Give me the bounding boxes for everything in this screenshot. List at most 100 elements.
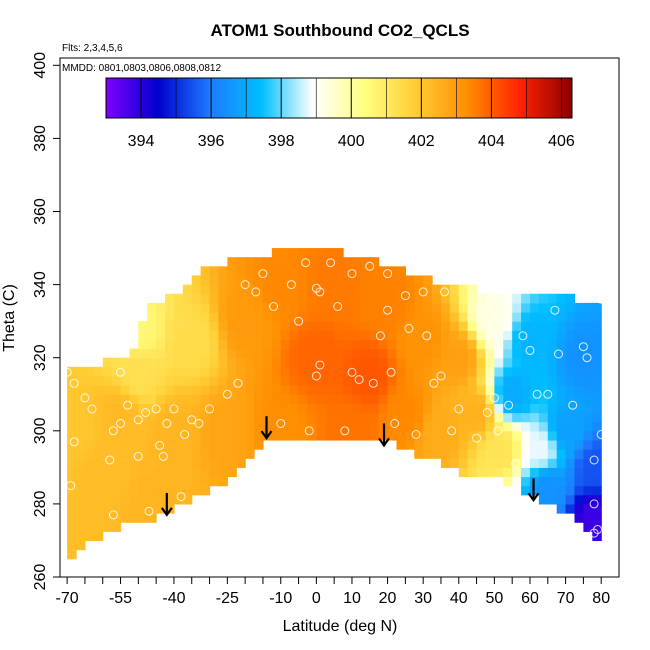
heatmap-cell bbox=[360, 394, 371, 404]
heatmap-cell bbox=[120, 412, 131, 423]
heatmap-cell bbox=[93, 485, 104, 496]
heatmap-cell bbox=[218, 275, 228, 286]
heatmap-cell bbox=[458, 293, 469, 304]
heatmap-cell bbox=[102, 513, 113, 523]
heatmap-cell bbox=[316, 321, 326, 331]
heatmap-cell bbox=[351, 257, 362, 267]
heatmap-cell bbox=[325, 339, 335, 350]
heatmap-cell bbox=[138, 467, 148, 478]
heatmap-cell bbox=[245, 421, 255, 432]
heatmap-cell bbox=[76, 458, 86, 468]
heatmap-cell bbox=[529, 412, 540, 423]
heatmap-cell bbox=[396, 266, 406, 277]
heatmap-cell bbox=[262, 330, 273, 341]
sample-point bbox=[543, 389, 553, 399]
heatmap-cell bbox=[378, 375, 389, 386]
heatmap-cell bbox=[227, 467, 237, 478]
x-tick-label: 40 bbox=[450, 590, 468, 607]
heatmap-cell bbox=[351, 357, 362, 368]
heatmap-cell bbox=[512, 476, 522, 487]
heatmap-cell bbox=[245, 394, 255, 404]
heatmap-cell bbox=[254, 330, 264, 341]
sample-point bbox=[593, 525, 603, 534]
arrow-head bbox=[378, 437, 390, 448]
dates-annotation: MMDD: 0801,0803,0806,0808,0812 bbox=[62, 63, 221, 74]
heatmap-cell bbox=[173, 421, 184, 432]
heatmap-cell bbox=[521, 321, 531, 331]
sample-point bbox=[187, 415, 197, 425]
heatmap-cell bbox=[458, 357, 469, 368]
heatmap-cell bbox=[414, 284, 424, 295]
heatmap-cell bbox=[165, 412, 175, 423]
heatmap-cell bbox=[182, 439, 193, 450]
heatmap-cell bbox=[254, 412, 264, 423]
heatmap-cell bbox=[67, 375, 77, 386]
heatmap-cell bbox=[93, 385, 104, 395]
heatmap-cell bbox=[529, 312, 540, 322]
heatmap-cell bbox=[111, 403, 122, 414]
heatmap-cell bbox=[556, 430, 567, 441]
heatmap-cell bbox=[449, 385, 460, 395]
sample-point bbox=[116, 367, 125, 377]
sample-point bbox=[116, 419, 125, 428]
heatmap-cell bbox=[200, 449, 211, 459]
heatmap-cell bbox=[449, 394, 460, 404]
heatmap-cell bbox=[458, 403, 469, 414]
heatmap-cell bbox=[218, 375, 228, 386]
heatmap-cell bbox=[200, 467, 211, 478]
heatmap-cell bbox=[494, 312, 504, 322]
heatmap-cell bbox=[405, 421, 415, 432]
heatmap-cell bbox=[396, 403, 406, 414]
heatmap-cell bbox=[147, 312, 157, 322]
sample-point bbox=[141, 408, 150, 417]
heatmap-cell bbox=[547, 330, 558, 341]
heatmap-cell bbox=[298, 266, 309, 277]
heatmap-cell bbox=[227, 458, 237, 468]
heatmap-cell bbox=[218, 312, 228, 322]
heatmap-cell bbox=[102, 467, 113, 478]
heatmap-cell bbox=[165, 476, 175, 487]
heatmap-cell bbox=[325, 293, 335, 304]
heatmap-cell bbox=[254, 302, 264, 313]
heatmap-cell bbox=[396, 284, 406, 295]
heatmap-cell bbox=[378, 293, 389, 304]
heatmap-cell bbox=[387, 412, 398, 423]
heatmap-cell bbox=[84, 485, 95, 496]
heatmap-cell bbox=[529, 458, 540, 468]
heatmap-cell bbox=[467, 330, 478, 341]
heatmap-cell bbox=[165, 485, 175, 496]
heatmap-cell bbox=[458, 375, 469, 386]
heatmap-cell bbox=[423, 385, 433, 395]
heatmap-cell bbox=[547, 412, 558, 423]
heatmap-cell bbox=[191, 412, 202, 423]
heatmap-cell bbox=[432, 339, 442, 350]
heatmap-cell bbox=[200, 412, 211, 423]
heatmap-cell bbox=[156, 476, 166, 487]
heatmap-cell bbox=[111, 522, 122, 532]
heatmap-cell bbox=[236, 302, 246, 313]
y-axis-label: Theta (C) bbox=[1, 284, 18, 352]
heatmap-cell bbox=[538, 321, 549, 331]
heatmap-cell bbox=[165, 330, 175, 341]
heatmap-cell bbox=[334, 330, 344, 341]
x-tick-label: 80 bbox=[592, 590, 610, 607]
sample-point bbox=[596, 294, 606, 304]
heatmap-cell bbox=[592, 312, 602, 322]
heatmap-cell bbox=[369, 266, 380, 277]
heatmap-cell bbox=[298, 293, 309, 304]
heatmap-cell bbox=[289, 385, 300, 395]
heatmap-cell bbox=[449, 449, 460, 459]
heatmap-cell bbox=[307, 412, 317, 423]
heatmap-cell bbox=[271, 375, 282, 386]
heatmap-cell bbox=[343, 302, 353, 313]
heatmap-cell bbox=[538, 348, 549, 359]
heatmap-cell bbox=[440, 403, 451, 414]
heatmap-cell bbox=[521, 430, 531, 441]
y-tick-label: 360 bbox=[32, 198, 49, 225]
heatmap-cell bbox=[423, 293, 433, 304]
heatmap-cell bbox=[111, 439, 122, 450]
heatmap-cell bbox=[307, 330, 317, 341]
heatmap-cell bbox=[334, 284, 344, 295]
heatmap-cell bbox=[432, 302, 442, 313]
heatmap-cell bbox=[280, 275, 291, 286]
